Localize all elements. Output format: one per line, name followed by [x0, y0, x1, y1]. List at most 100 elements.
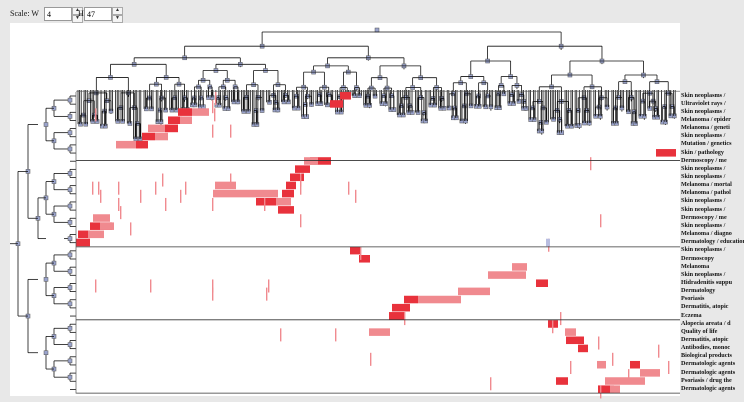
- width-input[interactable]: [44, 7, 72, 21]
- row-label[interactable]: Biological products: [681, 352, 732, 360]
- tree-node: [281, 99, 287, 105]
- row-label[interactable]: Dermatologic agents: [681, 384, 736, 392]
- heatmap-cell: [100, 222, 114, 230]
- row-label[interactable]: Dermatology: [681, 287, 716, 295]
- row-label[interactable]: Skin / pathology: [681, 148, 724, 156]
- row-label[interactable]: Skin neoplasms /: [681, 91, 726, 99]
- row-label[interactable]: Skin neoplasms /: [681, 173, 726, 180]
- row-label[interactable]: Psoriasis: [681, 295, 705, 303]
- heatmap-tick: [612, 352, 614, 366]
- tree-node: [67, 220, 73, 225]
- heatmap-cell: [340, 92, 351, 100]
- row-label[interactable]: Skin neoplasms /: [681, 205, 726, 213]
- heatmap-cell: [76, 238, 90, 247]
- heatmap-tick: [370, 352, 372, 366]
- row-label[interactable]: Skin neoplasms /: [681, 197, 726, 205]
- heatmap-tick: [360, 246, 362, 260]
- heatmap-cell: [330, 100, 343, 108]
- row-label[interactable]: Skin neoplasms /: [681, 132, 726, 140]
- heatmap-tick: [266, 287, 268, 301]
- row-label[interactable]: Melanoma: [681, 262, 710, 270]
- heatmap-tick: [560, 312, 562, 326]
- heatmap-cell: [168, 116, 182, 124]
- row-label[interactable]: Mutation / genetics: [681, 140, 732, 148]
- tree-node: [169, 107, 175, 113]
- heatmap-tick: [215, 92, 217, 106]
- height-decrement-button[interactable]: ▼: [112, 15, 123, 23]
- heatmap-tick: [658, 344, 660, 358]
- height-increment-button[interactable]: ▲: [112, 7, 123, 15]
- tree-node: [626, 109, 631, 115]
- row-label[interactable]: Skin neoplasms /: [681, 221, 726, 229]
- heatmap-cell: [512, 263, 527, 271]
- row-label[interactable]: Hidradenitis suppu: [681, 278, 733, 286]
- row-label[interactable]: Melanoma / geneti: [681, 124, 730, 132]
- heatmap-cell: [556, 377, 568, 385]
- heatmap-tick: [598, 336, 600, 350]
- heatmap-cells: [76, 92, 676, 399]
- heatmap-cell: [286, 181, 296, 190]
- heatmap-tick: [150, 279, 152, 293]
- width-increment-button[interactable]: ▲: [72, 7, 83, 15]
- heatmap-tick: [155, 181, 157, 195]
- heatmap-tick: [230, 124, 232, 138]
- heatmap-tick: [490, 377, 492, 391]
- heatmap-cell: [566, 336, 584, 345]
- row-label[interactable]: Melanoma / mortal: [681, 181, 732, 189]
- heatmap-tick: [180, 189, 182, 203]
- tree-node: [217, 102, 222, 108]
- heatmap-tick: [118, 197, 120, 211]
- row-label[interactable]: Quality of life: [681, 327, 718, 335]
- row-label[interactable]: Dermatitis, atopic: [681, 303, 729, 311]
- row-label[interactable]: Antibodies, monoc: [681, 344, 731, 352]
- heatmap-tick: [212, 197, 214, 211]
- heatmap-tick: [162, 173, 164, 187]
- row-label[interactable]: Dermatologic agents: [681, 360, 736, 368]
- heatmap-cell: [656, 149, 676, 157]
- tree-node: [476, 104, 482, 109]
- tree-node: [325, 102, 330, 108]
- tree-node: [231, 99, 237, 105]
- row-label[interactable]: Skin neoplasms /: [681, 270, 726, 278]
- row-label[interactable]: Ultraviolet rays /: [681, 99, 726, 107]
- heatmap-cell: [418, 295, 461, 304]
- tree-node: [43, 122, 49, 127]
- tree-node: [352, 93, 357, 98]
- row-label[interactable]: Dermatology / education: [681, 238, 744, 246]
- row-label[interactable]: Dermatitis, atopic: [681, 336, 729, 343]
- row-label[interactable]: Dermoscopy / me: [681, 156, 727, 164]
- row-label[interactable]: Melanoma / epider: [681, 115, 731, 123]
- height-input[interactable]: [84, 7, 112, 21]
- heatmap-tick: [668, 360, 670, 374]
- width-stepper[interactable]: ▲▼: [44, 7, 83, 23]
- row-label[interactable]: Melanoma / diagno: [681, 230, 732, 238]
- heatmap-tick: [130, 222, 132, 236]
- height-stepper[interactable]: ▲▼: [84, 7, 123, 23]
- heatmap-cell: [155, 132, 168, 141]
- tree-node: [67, 252, 73, 258]
- heatmap-cell: [78, 230, 90, 239]
- row-label[interactable]: Dermatologic agents: [681, 368, 736, 376]
- tree-node: [663, 119, 668, 125]
- tree-node: [103, 123, 108, 129]
- heatmap-cell: [295, 165, 310, 173]
- row-label[interactable]: Dermoscopy / me: [681, 213, 727, 221]
- row-label[interactable]: Skin neoplasms /: [681, 107, 726, 115]
- row-label[interactable]: Eczema: [681, 311, 702, 319]
- row-label[interactable]: Dermoscopy: [681, 254, 714, 262]
- tree-node: [67, 171, 73, 176]
- tree-node: [254, 122, 260, 127]
- row-label[interactable]: Alopecia areata / d: [681, 319, 731, 327]
- width-decrement-button[interactable]: ▼: [72, 15, 83, 23]
- heatmap-cell: [392, 303, 410, 312]
- row-label[interactable]: Skin neoplasms /: [681, 246, 726, 254]
- tree-node: [501, 91, 507, 97]
- heatmap-tick: [92, 181, 94, 195]
- row-label[interactable]: Melanoma / pathol: [681, 189, 731, 197]
- heatmap-tick: [120, 206, 122, 220]
- heatmap-tick: [628, 369, 630, 383]
- tree-node: [286, 99, 291, 105]
- row-label[interactable]: Psoriasis / drug the: [681, 376, 732, 384]
- tree-node: [67, 285, 73, 290]
- row-label[interactable]: Skin neoplasms /: [681, 164, 726, 172]
